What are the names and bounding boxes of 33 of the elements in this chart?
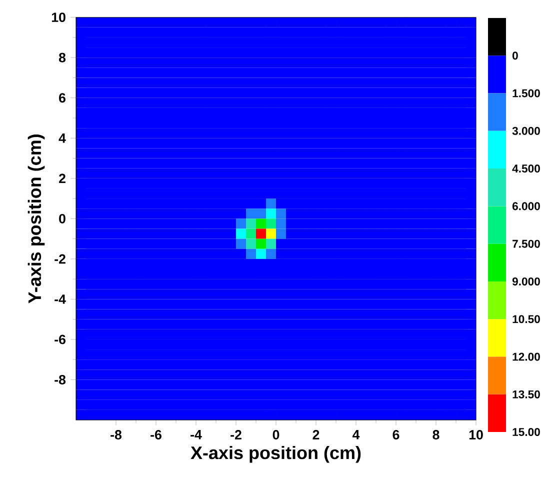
color-bar-label: 4.500 bbox=[512, 164, 540, 173]
x-tick-label: 0 bbox=[272, 430, 280, 440]
y-tick-label: 10 bbox=[52, 12, 66, 22]
x-tick-label: 10 bbox=[469, 430, 483, 440]
y-tick-label: 2 bbox=[59, 174, 66, 184]
x-tick-label: -6 bbox=[150, 430, 162, 440]
y-tick-label: -2 bbox=[54, 254, 66, 264]
color-bar-label: 3.000 bbox=[512, 126, 540, 135]
y-tick-label: 4 bbox=[58, 134, 66, 143]
y-tick-label: -4 bbox=[54, 294, 66, 304]
color-bar-label: 1.500 bbox=[512, 89, 540, 98]
x-tick-label: 4 bbox=[352, 430, 360, 440]
color-bar-label: 12.00 bbox=[512, 352, 540, 361]
y-tick-label: 6 bbox=[59, 93, 66, 103]
color-bar-label: 9.000 bbox=[512, 277, 540, 286]
x-tick-label: -2 bbox=[230, 430, 242, 440]
y-axis-title: Y-axis position (cm) bbox=[28, 134, 45, 304]
color-bar-label: 0 bbox=[512, 52, 518, 60]
color-bar-label: 13.50 bbox=[512, 390, 540, 398]
x-axis-title: X-axis position (cm) bbox=[190, 446, 361, 463]
y-tick-label: -6 bbox=[54, 334, 66, 344]
color-bar-label: 6.000 bbox=[512, 202, 540, 210]
x-tick-label: 8 bbox=[432, 430, 440, 440]
x-tick-label: 2 bbox=[312, 430, 320, 440]
y-tick-label: -8 bbox=[54, 375, 66, 384]
x-tick-label: -4 bbox=[190, 430, 202, 440]
x-tick-label: -8 bbox=[110, 430, 122, 440]
y-tick-label: 0 bbox=[59, 214, 66, 224]
x-tick-label: 6 bbox=[392, 430, 400, 440]
color-bar-label: 7.500 bbox=[512, 240, 540, 248]
color-bar-label: 10.50 bbox=[512, 315, 540, 324]
color-bar-label: 15.00 bbox=[512, 428, 540, 436]
y-tick-label: 8 bbox=[58, 52, 66, 62]
